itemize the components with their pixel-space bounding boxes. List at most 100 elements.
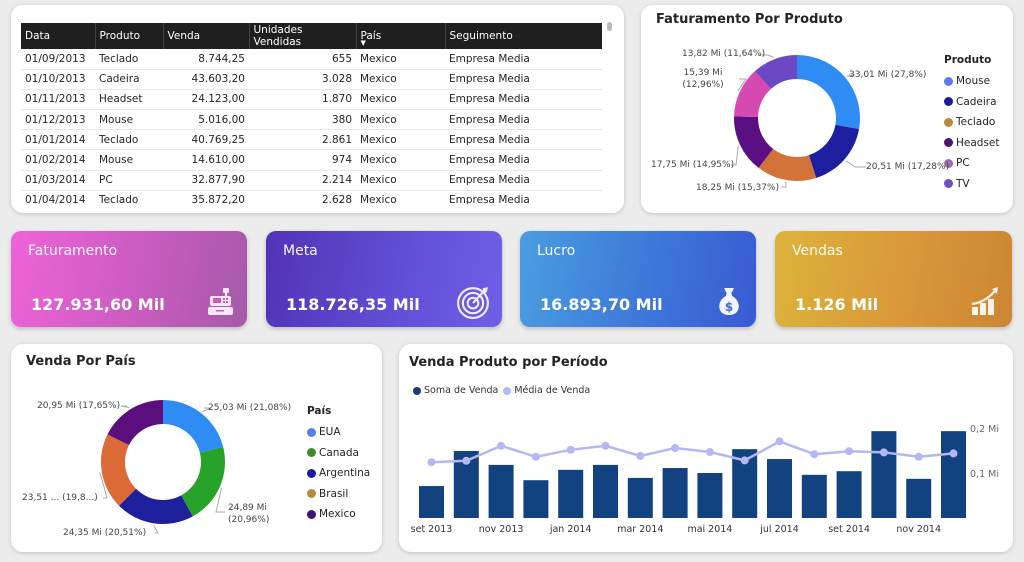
bar-mai-2014[interactable] xyxy=(697,473,723,518)
bar-dez-2014[interactable] xyxy=(941,431,966,518)
kpi-faturamento-card[interactable]: Faturamento 127.931,60 Mil xyxy=(11,231,247,327)
bar-ago-2014[interactable] xyxy=(801,474,827,518)
period-chart-legend: Soma de Venda Média de Venda xyxy=(413,385,590,396)
table-cell: Empresa Media xyxy=(445,109,602,131)
table-cell: Empresa Media xyxy=(445,129,602,151)
media-point-mar-2014[interactable] xyxy=(636,452,645,460)
donut-slice-eua[interactable] xyxy=(163,400,224,453)
media-point-dez-2014[interactable] xyxy=(949,449,958,458)
media-point-nov-2014[interactable] xyxy=(914,452,923,461)
legend-item-cadeira[interactable]: Cadeira xyxy=(944,92,1000,113)
bar-jul-2014[interactable] xyxy=(767,459,792,518)
media-point-jul-2014[interactable] xyxy=(775,437,784,446)
table-row[interactable]: 01/04/2014 Teclado 35.872,20 2.628 Mexico Emp… xyxy=(21,190,602,204)
table-scrollbar[interactable] xyxy=(607,22,612,31)
bar-out-2014[interactable] xyxy=(871,431,897,518)
legend-item-canada[interactable]: Canada xyxy=(307,443,370,464)
media-point-jun-2014[interactable] xyxy=(740,456,749,465)
table-cell: 35.872,20 xyxy=(163,190,249,204)
table-row[interactable]: 01/12/2013 Mouse 5.016,00 380 Mexico Empresa … xyxy=(21,109,602,131)
data-label: 25,03 Mi (21,08%) xyxy=(208,403,292,413)
legend-item-teclado[interactable]: Teclado xyxy=(944,112,1000,133)
legend-item-brasil[interactable]: Brasil xyxy=(307,484,370,505)
media-point-abr-2014[interactable] xyxy=(671,444,680,452)
table-row[interactable]: 01/11/2013 Headset 24.123,00 1.870 Mexico Emp… xyxy=(21,89,602,111)
legend-item-mouse[interactable]: Mouse xyxy=(944,71,1000,92)
kpi-lucro-card[interactable]: Lucro 16.893,70 Mil $ xyxy=(520,231,756,327)
column-header-unidades-vendidas[interactable]: Unidades Vendidas xyxy=(249,23,357,49)
kpi-meta-card[interactable]: Meta 118.726,35 Mil xyxy=(266,231,502,327)
donut-slice-brasil[interactable] xyxy=(100,434,137,506)
bar-abr-2014[interactable] xyxy=(662,468,688,518)
country-legend-title: País xyxy=(307,405,332,417)
media-point-nov-2013[interactable] xyxy=(497,441,506,450)
table-row[interactable]: 01/02/2014 Mouse 14.610,00 974 Mexico Empresa… xyxy=(21,149,602,171)
column-header-produto[interactable]: Produto xyxy=(95,23,164,49)
legend-item-eua[interactable]: EUA xyxy=(307,422,370,443)
table-cell: Empresa Media xyxy=(445,89,602,111)
table-cell: 655 xyxy=(249,49,356,70)
x-axis-tick-label: set 2013 xyxy=(411,524,453,535)
table-row[interactable]: 01/09/2013 Teclado 8.744,25 655 Mexico Empres… xyxy=(21,49,602,70)
table-row[interactable]: 01/10/2013 Cadeira 43.603,20 3.028 Mexico Emp… xyxy=(21,69,602,90)
legend-dot-icon xyxy=(307,489,316,499)
kpi-lucro-label: Lucro xyxy=(537,243,576,259)
media-point-ago-2014[interactable] xyxy=(810,450,819,459)
x-axis-tick-label: jul 2014 xyxy=(759,524,799,535)
bar-set-2013[interactable] xyxy=(419,486,444,518)
media-point-mai-2014[interactable] xyxy=(705,448,714,456)
donut-slice-teclado[interactable] xyxy=(758,148,817,181)
column-header-pa-s[interactable]: País ▼ xyxy=(356,23,446,49)
table-row[interactable]: 01/03/2014 PC 32.877,90 2.214 Mexico Empresa … xyxy=(21,170,602,191)
media-point-out-2014[interactable] xyxy=(879,448,888,457)
kpi-meta-value: 118.726,35 Mil xyxy=(286,295,420,314)
media-point-out-2013[interactable] xyxy=(462,456,471,465)
kpi-vendas-value: 1.126 Mil xyxy=(795,295,879,314)
legend-item-pc[interactable]: PC xyxy=(944,153,1000,174)
media-point-fev-2014[interactable] xyxy=(601,441,610,450)
x-axis-tick-label: mai 2014 xyxy=(687,524,732,535)
svg-text:$: $ xyxy=(725,300,733,314)
table-row[interactable]: 01/01/2014 Teclado 40.769,25 2.861 Mexico Emp… xyxy=(21,129,602,151)
table-cell: 380 xyxy=(249,109,356,131)
bar-mar-2014[interactable] xyxy=(627,477,653,518)
legend-item-headset[interactable]: Headset xyxy=(944,133,1000,154)
legend-item-argentina[interactable]: Argentina xyxy=(307,463,370,484)
donut-slice-cadeira[interactable] xyxy=(808,124,860,179)
legend-item-tv[interactable]: TV xyxy=(944,174,1000,195)
media-point-dez-2013[interactable] xyxy=(531,452,540,461)
column-header-seguimento[interactable]: Seguimento xyxy=(445,23,602,49)
media-point-jan-2014[interactable] xyxy=(566,445,575,454)
donut-slice-canada[interactable] xyxy=(181,446,225,517)
legend-item-mexico[interactable]: Mexico xyxy=(307,504,370,525)
leader-line xyxy=(202,407,212,412)
kpi-vendas-card[interactable]: Vendas 1.126 Mil xyxy=(775,231,1012,327)
country-donut-chart xyxy=(99,400,225,534)
bar-nov-2014[interactable] xyxy=(906,478,932,518)
bar-nov-2013[interactable] xyxy=(488,464,514,518)
bar-dez-2013[interactable] xyxy=(523,480,549,518)
legend-label: EUA xyxy=(319,426,341,439)
legend-soma-de-venda[interactable]: Soma de Venda xyxy=(413,385,498,396)
column-header-label: Data xyxy=(25,30,51,42)
bar-jan-2014[interactable] xyxy=(558,469,584,518)
donut-slice-argentina[interactable] xyxy=(119,488,193,524)
column-header-data[interactable]: Data xyxy=(21,23,96,49)
table-cell: 2.628 xyxy=(249,190,356,204)
bar-fev-2014[interactable] xyxy=(593,464,618,518)
bar-set-2014[interactable] xyxy=(836,471,862,518)
donut-slice-tv[interactable] xyxy=(754,55,797,89)
legend-dot-icon xyxy=(503,386,512,395)
donut-slice-pc[interactable] xyxy=(734,71,771,118)
x-axis-tick-label: nov 2013 xyxy=(479,524,524,535)
media-point-set-2013[interactable] xyxy=(427,458,436,467)
donut-slice-mexico[interactable] xyxy=(107,400,163,446)
donut-slice-mouse[interactable] xyxy=(797,55,860,130)
donut-slice-headset[interactable] xyxy=(734,116,774,168)
column-header-venda[interactable]: Venda xyxy=(163,23,250,49)
table-cell: 01/09/2013 xyxy=(21,49,95,70)
legend-label: Brasil xyxy=(319,487,349,500)
media-point-set-2014[interactable] xyxy=(845,447,854,456)
column-header-label: País xyxy=(360,30,382,42)
legend-media-de-venda[interactable]: Média de Venda xyxy=(503,385,590,396)
